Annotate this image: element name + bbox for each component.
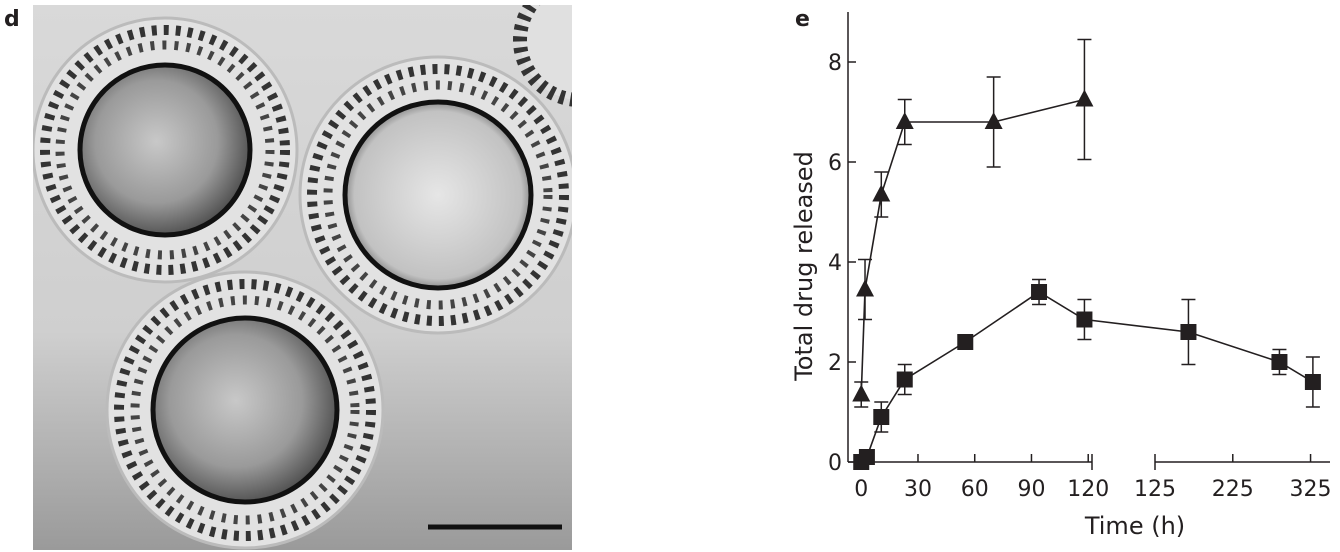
series-line (860, 98, 1085, 395)
x-tick-label: 225 (1212, 477, 1254, 502)
panel-label: d (4, 7, 20, 32)
x-tick-label: 30 (904, 477, 932, 502)
x-tick-label: 90 (1017, 477, 1045, 502)
marker (1271, 354, 1288, 370)
marker (1304, 374, 1321, 390)
y-tick-label: 0 (828, 451, 842, 476)
marker (872, 184, 891, 202)
marker (1076, 311, 1093, 328)
x-tick-label: 0 (854, 477, 868, 502)
y-tick-label: 4 (828, 251, 842, 276)
marker (1031, 284, 1048, 300)
marker (957, 334, 974, 350)
marker (895, 112, 914, 129)
x-axis-label: Time (h) (1084, 512, 1185, 540)
marker (858, 449, 875, 465)
marker (852, 384, 871, 402)
marker (896, 371, 913, 388)
x-tick-label: 120 (1067, 477, 1109, 502)
y-axis-label: Total drug released (790, 151, 818, 382)
y-tick-label: 8 (828, 51, 842, 76)
x-tick-label: 325 (1290, 477, 1332, 502)
marker (984, 112, 1003, 129)
marker (873, 409, 890, 425)
marker (1075, 89, 1094, 107)
x-tick-label: 60 (961, 477, 989, 502)
marker (1180, 324, 1197, 340)
y-tick-label: 2 (828, 351, 842, 376)
series-line (860, 291, 1314, 463)
panel-label: e (795, 7, 810, 32)
y-tick-label: 6 (828, 151, 842, 176)
marker (856, 279, 875, 297)
micrograph (33, 5, 572, 550)
x-tick-label: 125 (1134, 477, 1176, 502)
